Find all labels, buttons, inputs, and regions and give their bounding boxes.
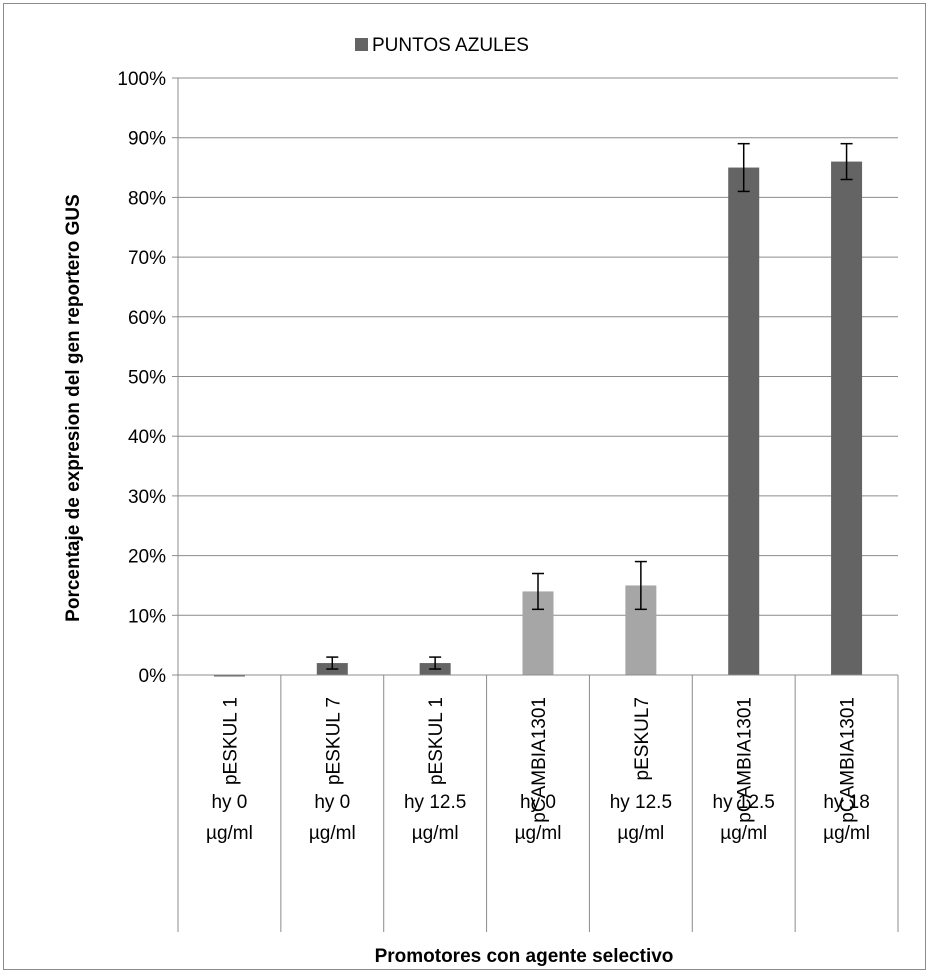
x-tick-label-promoter: pESKUL 1 <box>220 697 241 785</box>
legend: PUNTOS AZULES <box>355 35 529 56</box>
legend-swatch <box>355 38 368 51</box>
x-axis <box>177 674 899 932</box>
x-tick-label-treatment: µg/ml <box>515 823 562 844</box>
bar <box>213 675 245 677</box>
x-tick-label-treatment: µg/ml <box>617 823 664 844</box>
bar <box>831 161 863 675</box>
x-tick-label-treatment: µg/ml <box>206 823 253 844</box>
x-tick-label-treatment: µg/ml <box>412 823 459 844</box>
x-tick-label-treatment: hy 12.5 <box>610 792 672 813</box>
y-tick-label: 0% <box>139 666 167 687</box>
x-tick-label-treatment: hy 0 <box>211 792 247 813</box>
y-tick-label: 50% <box>128 368 166 389</box>
bar <box>728 167 760 676</box>
x-tick-label-promoter: pESKUL 1 <box>426 697 447 785</box>
y-tick-label: 100% <box>117 69 166 90</box>
y-tick-label: 20% <box>128 547 166 568</box>
x-tick-label-promoter: pCAMBIA1301 <box>735 697 756 823</box>
x-tick-label-treatment: µg/ml <box>720 823 767 844</box>
x-tick-label-treatment: hy 18 <box>823 792 869 813</box>
x-tick-label-promoter: pCAMBIA1301 <box>838 697 859 823</box>
y-axis-title: Porcentaje de expresion del gen reporter… <box>63 194 84 622</box>
x-tick-label-treatment: hy 12.5 <box>404 792 466 813</box>
y-tick-labels: 0% 10% 20% 30% 40% 50% 60% 70% 80% 90% 100% <box>117 69 166 687</box>
x-tick-label-promoter: pCAMBIA1301 <box>529 697 550 823</box>
chart-border <box>3 3 926 970</box>
x-tick-label-treatment: hy 0 <box>520 792 556 813</box>
y-tick-label: 10% <box>128 606 166 627</box>
error-bars <box>326 142 853 670</box>
x-tick-label-promoter: pESKUL 7 <box>323 697 344 785</box>
y-tick-label: 60% <box>128 308 166 329</box>
y-tick-label: 80% <box>128 188 166 209</box>
x-tick-label-treatment: hy 0 <box>314 792 350 813</box>
y-tick-label: 40% <box>128 427 166 448</box>
legend-label: PUNTOS AZULES <box>372 35 529 56</box>
x-tick-label-treatment: µg/ml <box>823 823 870 844</box>
y-tick-label: 90% <box>128 129 166 150</box>
x-tick-label-treatment: µg/ml <box>309 823 356 844</box>
x-tick-label-promoter: pESKUL7 <box>632 697 653 780</box>
gridlines <box>172 77 898 676</box>
y-tick-label: 70% <box>128 248 166 269</box>
y-tick-label: 30% <box>128 487 166 508</box>
x-tick-label-treatment: hy 12.5 <box>713 792 775 813</box>
x-axis-title: Promotores con agente selectivo <box>375 946 674 967</box>
x-tick-labels: pESKUL 1 hy 0 µg/ml pESKUL 7 hy 0 µg/ml pESKUL… <box>206 697 870 844</box>
